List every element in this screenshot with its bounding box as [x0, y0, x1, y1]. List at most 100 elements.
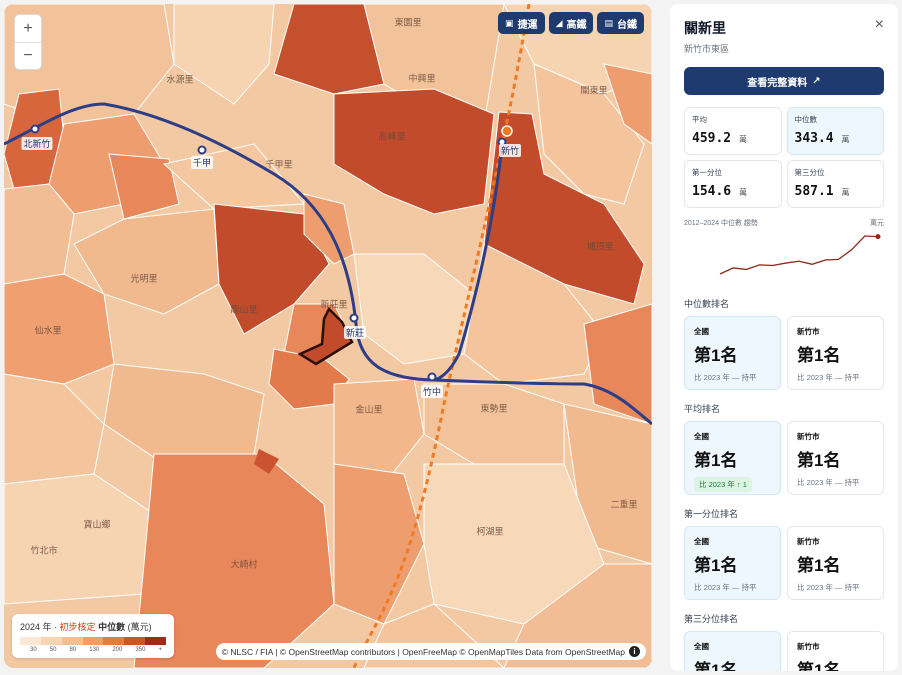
rank-section: 第一分位排名 全國 第1名 比 2023 年 — 持平 新竹市 第1名 比 20…: [684, 507, 884, 600]
stat-mean: 平均 459.2 萬: [684, 107, 782, 155]
metro-icon: ▣: [505, 17, 514, 28]
place-label: 東園里: [394, 17, 422, 28]
trend-unit: 萬元: [870, 220, 884, 227]
external-link-icon: ↗: [812, 75, 821, 87]
legend-metric: 中位數: [98, 622, 126, 632]
stat-label: 第一分位: [692, 168, 722, 177]
stat-unit: 萬: [841, 135, 850, 144]
legend-unit: (萬元): [127, 622, 152, 632]
section-title: 平均排名: [684, 404, 721, 414]
hsr-layer-label: 高鐵: [566, 19, 587, 31]
station-label: 竹中: [420, 385, 444, 398]
rank-section: 第三分位排名 全國 第1名 比 2023 年 — 持平 新竹市 第1名 比 20…: [684, 612, 884, 671]
rank-scope: 新竹市: [797, 432, 820, 441]
rank-value: 第1名: [797, 451, 841, 470]
train-layer-button[interactable]: ▤ 台鐵: [597, 12, 644, 34]
layer-toggles: ▣ 捷運 ◢ 高鐵 ▤ 台鐵: [498, 12, 644, 34]
legend-swatch: [40, 637, 62, 645]
legend-swatch: [103, 637, 125, 645]
rank-grid: 全國 第1名 比 2023 年 — 持平 新竹市 第1名 比 2023 年 — …: [684, 316, 884, 390]
panel-subtitle: 新竹市東區: [684, 44, 730, 54]
trend-line: [719, 235, 879, 275]
rank-value: 第1名: [694, 346, 738, 365]
legend-status: 初步核定: [59, 622, 96, 632]
section-title: 第三分位排名: [684, 614, 739, 624]
legend-tick: 30: [30, 647, 37, 653]
place-label: 寶山鄉: [83, 519, 111, 530]
stat-label: 中位數: [794, 115, 818, 124]
metro-layer-button[interactable]: ▣ 捷運: [498, 12, 545, 34]
attribution-text[interactable]: © NLSC / FIA | © OpenStreetMap contribut…: [221, 646, 625, 657]
rank-grid: 全國 第1名 比 2023 年 — 持平 新竹市 第1名 比 2023 年 — …: [684, 631, 884, 671]
rank-value: 第1名: [797, 661, 841, 671]
hsr-layer-button[interactable]: ◢ 高鐵: [548, 12, 594, 34]
place-label: 金山里: [355, 404, 383, 415]
trend-header: 2012–2024 中位數 趨勢 萬元: [684, 218, 884, 228]
place-label: 關東里: [580, 85, 608, 96]
rank-sections: 中位數排名 全國 第1名 比 2023 年 — 持平 新竹市 第1名 比 202…: [684, 297, 884, 671]
legend-swatch: [124, 637, 146, 645]
district-panel: 關新里 新竹市東區 × 查看完整資料 ↗ 平均 459.2 萬 中位數 343.…: [670, 4, 898, 671]
rank-section: 中位數排名 全國 第1名 比 2023 年 — 持平 新竹市 第1名 比 202…: [684, 297, 884, 390]
place-label: 埔頂里: [586, 241, 614, 252]
trend-last-point: [875, 234, 881, 240]
rank-card: 全國 第1名 比 2023 年 — 持平: [684, 526, 781, 600]
stat-number: 459.2: [692, 131, 732, 146]
legend-ticks: 30 50 80 130 200 350 +: [20, 647, 166, 653]
rank-card: 新竹市 第1名 比 2023 年 — 持平: [787, 631, 884, 671]
station-label: 新竹: [498, 144, 522, 157]
rank-scope: 新竹市: [797, 537, 820, 546]
info-icon[interactable]: i: [629, 646, 640, 657]
zoom-in-button[interactable]: +: [23, 19, 33, 37]
map-attribution: © NLSC / FIA | © OpenStreetMap contribut…: [215, 643, 646, 660]
place-label: 仙水里: [34, 325, 62, 336]
legend-tick: 350: [135, 647, 146, 653]
cta-label: 查看完整資料: [747, 77, 808, 89]
legend-year: 2024: [20, 622, 41, 632]
stat-value: 459.2 萬: [692, 131, 774, 146]
panel-title: 關新里: [684, 20, 726, 36]
rank-card: 新竹市 第1名 比 2023 年 — 持平: [787, 526, 884, 600]
rank-change: 比 2023 年 — 持平: [694, 373, 757, 382]
rank-scope: 全國: [694, 432, 709, 441]
stat-unit: 萬: [738, 135, 747, 144]
stat-label: 平均: [692, 115, 707, 124]
stat-unit: 萬: [841, 188, 850, 197]
close-icon[interactable]: ×: [874, 16, 884, 33]
legend-tick: 130: [89, 647, 100, 653]
place-label: 大崎村: [230, 559, 258, 570]
legend-tick: 50: [49, 647, 57, 653]
stat-number: 587.1: [794, 184, 834, 199]
place-label: 柯湖里: [476, 526, 504, 537]
stat-q1: 第一分位 154.6 萬: [684, 160, 782, 208]
place-label: 新莊里: [320, 299, 348, 310]
section-title: 第一分位排名: [684, 509, 739, 519]
train-layer-label: 台鐵: [617, 19, 637, 31]
place-label: 千甲里: [265, 159, 293, 170]
station-label: 新莊: [343, 326, 367, 339]
stat-number: 154.6: [692, 184, 732, 199]
stats-grid: 平均 459.2 萬 中位數 343.4 萬 第一分位 154.6 萬 第三分位…: [684, 107, 884, 208]
legend-year-suffix: 年 ·: [42, 622, 60, 632]
place-label: 中興里: [408, 73, 436, 84]
map-canvas[interactable]: [4, 4, 652, 668]
station-label: 北新竹: [21, 137, 53, 150]
stat-value: 587.1 萬: [795, 184, 877, 199]
stat-value: 154.6 萬: [692, 184, 774, 199]
stat-median: 中位數 343.4 萬: [786, 107, 884, 155]
view-full-data-button[interactable]: 查看完整資料 ↗: [684, 67, 884, 95]
rank-scope: 全國: [694, 537, 709, 546]
choropleth-map[interactable]: 龍山里 新莊里 金山里 關東里 光明里 東園里 仙水里 千甲里 水源里 寶山鄉 …: [4, 4, 652, 668]
rank-value: 第1名: [694, 451, 738, 470]
legend-tick: 80: [69, 647, 77, 653]
stat-q3: 第三分位 587.1 萬: [786, 160, 884, 208]
rank-grid: 全國 第1名 比 2023 年 ↑ 1 新竹市 第1名 比 2023 年 — 持…: [684, 421, 884, 495]
zoom-out-button[interactable]: −: [15, 42, 41, 69]
metro-layer-label: 捷運: [517, 19, 538, 31]
rank-card: 全國 第1名 比 2023 年 — 持平: [684, 631, 781, 671]
legend-swatch: [61, 637, 83, 645]
rank-scope: 新竹市: [797, 327, 820, 336]
legend-tick: +: [158, 647, 162, 653]
rank-value: 第1名: [797, 346, 841, 365]
